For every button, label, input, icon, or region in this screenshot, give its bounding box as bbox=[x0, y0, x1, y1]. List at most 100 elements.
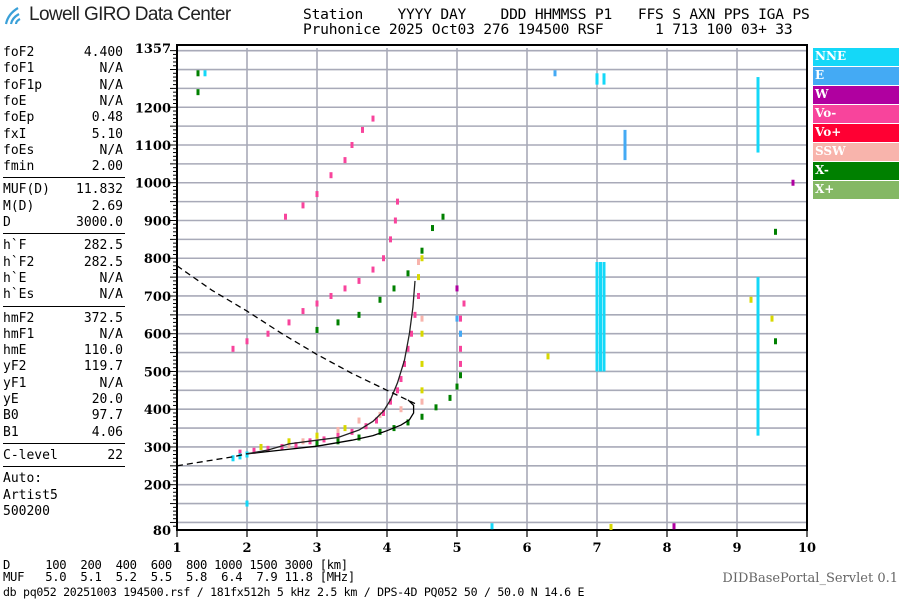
trace-point bbox=[350, 142, 354, 149]
param-label: yF2 bbox=[3, 359, 27, 375]
trace-point bbox=[396, 198, 399, 205]
trace-point bbox=[287, 438, 291, 445]
trace-point bbox=[336, 432, 340, 439]
x-tick-label: 9 bbox=[732, 541, 741, 556]
x-tick-label: 7 bbox=[592, 541, 601, 556]
param-value: 11.832 bbox=[76, 182, 123, 198]
trace-point bbox=[357, 417, 361, 424]
param-label: M(D) bbox=[3, 198, 35, 214]
y-tick-label: 300 bbox=[144, 441, 171, 456]
interference-band bbox=[602, 73, 606, 85]
trace-point bbox=[343, 425, 347, 432]
trace-point bbox=[266, 445, 270, 452]
trace-point bbox=[459, 330, 462, 337]
trace-point bbox=[672, 523, 676, 530]
trace-point bbox=[280, 443, 284, 450]
trace-point bbox=[389, 236, 392, 243]
trace-point bbox=[329, 172, 333, 179]
trace-point bbox=[406, 270, 410, 277]
plot-frame bbox=[176, 44, 808, 531]
param-hmf1: hmF1 N/A bbox=[3, 327, 123, 343]
muf-dashed-curve bbox=[176, 265, 416, 405]
legend-item-voplus: Vo+ bbox=[813, 124, 899, 142]
y-tick-label: 1100 bbox=[135, 139, 171, 154]
trace-point bbox=[546, 353, 550, 360]
legend-item-xminus: X- bbox=[813, 162, 899, 180]
param-label: foF1 bbox=[3, 61, 35, 77]
trace-point bbox=[266, 330, 270, 337]
param-label: hmE bbox=[3, 343, 27, 359]
param-hmf2: hmF2 372.5 bbox=[3, 311, 123, 327]
param-label: h`Es bbox=[3, 287, 35, 303]
y-tick-label: 900 bbox=[144, 214, 171, 229]
separator bbox=[3, 442, 125, 444]
param-label: foEp bbox=[3, 110, 35, 126]
autoscaling-text: 500200 bbox=[3, 503, 50, 519]
trace-point bbox=[245, 451, 249, 458]
x-tick-label: 2 bbox=[242, 541, 251, 556]
param-label: C-level bbox=[3, 447, 58, 463]
param-md: M(D) 2.69 bbox=[3, 199, 123, 215]
trace-point bbox=[420, 413, 424, 420]
separator bbox=[3, 305, 125, 307]
param-mufd: MUF(D) 11.832 bbox=[3, 182, 123, 198]
trace-point bbox=[399, 376, 403, 383]
param-hme: hmE 110.0 bbox=[3, 343, 123, 359]
interference-band bbox=[756, 77, 760, 153]
param-foes: foEs N/A bbox=[3, 143, 123, 159]
trace-point bbox=[553, 70, 557, 77]
param-label: hmF2 bbox=[3, 310, 35, 326]
x-tick-label: 5 bbox=[452, 541, 461, 556]
param-fmin: fmin 2.00 bbox=[3, 159, 123, 175]
param-label: foF2 bbox=[3, 45, 35, 60]
legend-item-e: E bbox=[813, 67, 899, 85]
trace-point bbox=[749, 296, 753, 303]
legend-item-ssw: SSW bbox=[813, 143, 899, 161]
param-label: foEs bbox=[3, 142, 35, 158]
param-value: 97.7 bbox=[91, 408, 123, 424]
trace-point bbox=[287, 442, 291, 449]
param-hf: h`F 282.5 bbox=[3, 238, 123, 254]
trace-point bbox=[420, 255, 424, 262]
separator bbox=[3, 466, 125, 468]
y-tick-label: 80 bbox=[153, 524, 171, 539]
servlet-version: DIDBasePortal_Servlet 0.1 bbox=[722, 571, 898, 586]
trace-point bbox=[406, 419, 410, 426]
x-tick-label: 6 bbox=[522, 541, 531, 556]
param-ye: yE 20.0 bbox=[3, 392, 123, 408]
interference-band bbox=[599, 262, 602, 372]
header-values: Pruhonice 2025 Oct03 276 194500 RSF 1 71… bbox=[303, 21, 793, 38]
trace-point bbox=[336, 426, 340, 433]
trace-point bbox=[301, 202, 305, 209]
trace-point bbox=[417, 259, 420, 266]
trace-point bbox=[441, 213, 445, 220]
x-tick-label: 4 bbox=[382, 541, 391, 556]
distance-row: D 100 200 400 600 800 1000 1500 3000 [km… bbox=[3, 558, 348, 572]
param-label: yF1 bbox=[3, 375, 27, 391]
param-value: 5.10 bbox=[91, 126, 123, 142]
y-tick-label: 1200 bbox=[135, 101, 171, 116]
y-tick-label: 800 bbox=[144, 252, 171, 267]
virtual-height-curve bbox=[246, 280, 416, 455]
x-tick-label: 1 bbox=[172, 541, 181, 556]
trace-point bbox=[455, 285, 459, 292]
param-value: 3000.0 bbox=[76, 215, 123, 230]
muf-row: MUF 5.0 5.1 5.2 5.5 5.8 6.4 7.9 11.8 [MH… bbox=[3, 570, 355, 584]
separator bbox=[3, 233, 125, 235]
param-label: B0 bbox=[3, 408, 19, 424]
trace-point bbox=[459, 345, 462, 352]
y-tick-label: 600 bbox=[144, 328, 171, 343]
trace-point bbox=[420, 330, 424, 337]
autoscaling-line: 500200 bbox=[3, 504, 123, 520]
trace-point bbox=[455, 315, 459, 322]
param-label: foF1p bbox=[3, 77, 43, 93]
trace-point bbox=[609, 523, 613, 530]
param-label: MUF(D) bbox=[3, 182, 50, 198]
param-value: N/A bbox=[99, 142, 123, 158]
param-yf1: yF1 N/A bbox=[3, 376, 123, 392]
trace-point bbox=[431, 225, 434, 232]
x-tick-label: 8 bbox=[662, 541, 671, 556]
y-tick-label: 500 bbox=[144, 365, 171, 380]
interference-band bbox=[595, 262, 599, 372]
